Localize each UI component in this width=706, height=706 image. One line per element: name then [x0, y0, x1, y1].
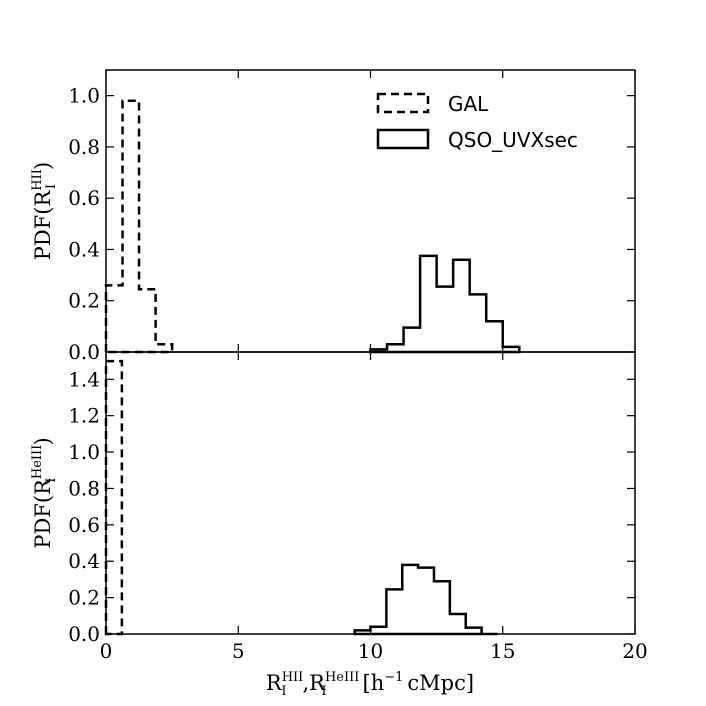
bottom-ytick-label: 0.8 — [68, 476, 100, 500]
xtick-label: 15 — [490, 639, 515, 663]
top-ytick-label: 0.6 — [68, 186, 100, 210]
top-panel-frame — [105, 69, 636, 353]
xtick-label: 5 — [232, 639, 245, 663]
top-ytick-label: 0.4 — [68, 237, 100, 261]
bottom-ytick-label: 0.0 — [68, 622, 100, 646]
legend-qso-swatch — [376, 128, 430, 150]
top-qso-histogram — [369, 254, 521, 354]
bottom-ytick-label: 0.6 — [68, 513, 100, 537]
top-panel-ticks: 0.0 0.2 0.4 0.6 0.8 1.0 — [68, 70, 636, 364]
bottom-panel-ticks: 0.0 0.2 0.4 0.6 0.8 1.0 1.2 1.4 0 5 10 15 20 — [68, 352, 648, 663]
top-ytick-label: 0.0 — [68, 340, 100, 364]
top-ytick-label: 1.0 — [68, 84, 100, 108]
x-axis-label: RHII I ,RHeIII I [h−1 cMpc] — [266, 670, 474, 699]
top-ytick-label: 0.8 — [68, 135, 100, 159]
top-ytick-label: 0.2 — [68, 289, 100, 313]
bottom-ytick-label: 0.4 — [68, 549, 100, 573]
legend-qso-label: QSO_UVXsec — [448, 128, 578, 152]
bottom-gal-histogram — [104, 359, 124, 636]
top-panel-series — [104, 99, 521, 354]
xtick-label: 0 — [100, 639, 113, 663]
bottom-panel-series — [104, 359, 498, 636]
bottom-ytick-label: 1.0 — [68, 440, 100, 464]
bottom-ytick-label: 0.2 — [68, 586, 100, 610]
legend-gal-swatch — [376, 92, 430, 114]
bottom-qso-histogram — [353, 563, 498, 636]
legend-gal-label: GAL — [448, 92, 489, 116]
bottom-y-axis-label: PDF(RHeIIII) — [30, 437, 59, 548]
bottom-ytick-label: 1.4 — [68, 367, 100, 391]
xtick-label: 10 — [358, 639, 383, 663]
top-y-axis-label: PDF(RHIII) — [30, 162, 59, 261]
xtick-label: 20 — [622, 639, 647, 663]
top-gal-histogram — [104, 99, 174, 354]
legend: GAL QSO_UVXsec — [376, 92, 578, 152]
bottom-ytick-label: 1.2 — [68, 404, 100, 428]
bottom-panel-frame — [105, 351, 636, 635]
